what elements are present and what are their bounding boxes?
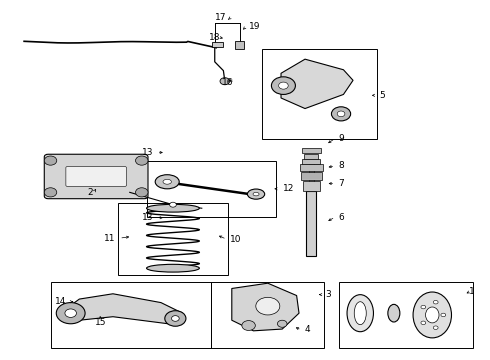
Circle shape <box>136 156 148 165</box>
Polygon shape <box>281 59 353 109</box>
Bar <box>300 165 323 171</box>
Circle shape <box>172 316 179 321</box>
Text: 8: 8 <box>339 161 344 170</box>
Text: 17: 17 <box>215 13 227 22</box>
Circle shape <box>220 78 230 85</box>
Text: 9: 9 <box>339 134 344 143</box>
Ellipse shape <box>388 304 400 322</box>
Text: 15: 15 <box>95 318 107 327</box>
Circle shape <box>56 303 85 324</box>
Ellipse shape <box>347 294 373 332</box>
Text: 1: 1 <box>469 287 474 296</box>
Circle shape <box>136 188 148 197</box>
Bar <box>302 159 320 165</box>
Text: 3: 3 <box>326 290 331 299</box>
Circle shape <box>165 311 186 326</box>
Circle shape <box>242 321 255 330</box>
Text: 18: 18 <box>209 33 220 42</box>
Bar <box>339 282 473 348</box>
Polygon shape <box>232 283 299 331</box>
Circle shape <box>441 313 446 317</box>
Text: 7: 7 <box>339 179 344 188</box>
FancyBboxPatch shape <box>44 154 148 199</box>
Bar <box>118 203 228 275</box>
Text: 11: 11 <box>104 234 115 243</box>
Text: 14: 14 <box>55 297 66 306</box>
Polygon shape <box>67 294 183 324</box>
Ellipse shape <box>147 264 199 272</box>
Circle shape <box>279 82 288 89</box>
Bar <box>303 181 320 191</box>
Circle shape <box>337 111 345 117</box>
Text: 6: 6 <box>339 212 344 221</box>
Bar <box>306 190 316 256</box>
Text: 5: 5 <box>379 91 385 100</box>
Ellipse shape <box>413 292 451 338</box>
Text: 4: 4 <box>305 325 311 334</box>
Bar <box>301 172 322 180</box>
Text: 16: 16 <box>222 78 234 87</box>
Text: 13: 13 <box>142 213 154 222</box>
Ellipse shape <box>163 179 172 184</box>
Bar <box>50 282 211 348</box>
Ellipse shape <box>247 189 265 199</box>
Text: 10: 10 <box>230 235 241 244</box>
Ellipse shape <box>425 307 439 323</box>
Bar <box>302 148 321 153</box>
Circle shape <box>170 202 176 207</box>
Bar <box>212 42 223 48</box>
Circle shape <box>44 188 57 197</box>
Circle shape <box>65 309 76 318</box>
Ellipse shape <box>253 192 259 196</box>
Circle shape <box>331 107 351 121</box>
Circle shape <box>256 297 280 315</box>
Bar <box>309 162 314 190</box>
Circle shape <box>421 305 426 309</box>
Text: 12: 12 <box>282 184 294 193</box>
Circle shape <box>44 156 57 165</box>
Text: 13: 13 <box>142 148 154 157</box>
Circle shape <box>421 321 426 325</box>
Circle shape <box>433 326 438 329</box>
Ellipse shape <box>354 302 366 325</box>
Bar <box>147 161 276 217</box>
Bar <box>235 41 244 49</box>
Text: 2: 2 <box>88 188 93 197</box>
Ellipse shape <box>147 204 199 212</box>
Bar <box>304 154 319 159</box>
Circle shape <box>277 320 287 327</box>
FancyBboxPatch shape <box>66 167 126 186</box>
Bar <box>262 49 377 139</box>
Circle shape <box>271 77 295 94</box>
Ellipse shape <box>155 175 179 189</box>
Text: 19: 19 <box>249 22 260 31</box>
Bar <box>211 282 324 348</box>
Circle shape <box>433 301 438 304</box>
